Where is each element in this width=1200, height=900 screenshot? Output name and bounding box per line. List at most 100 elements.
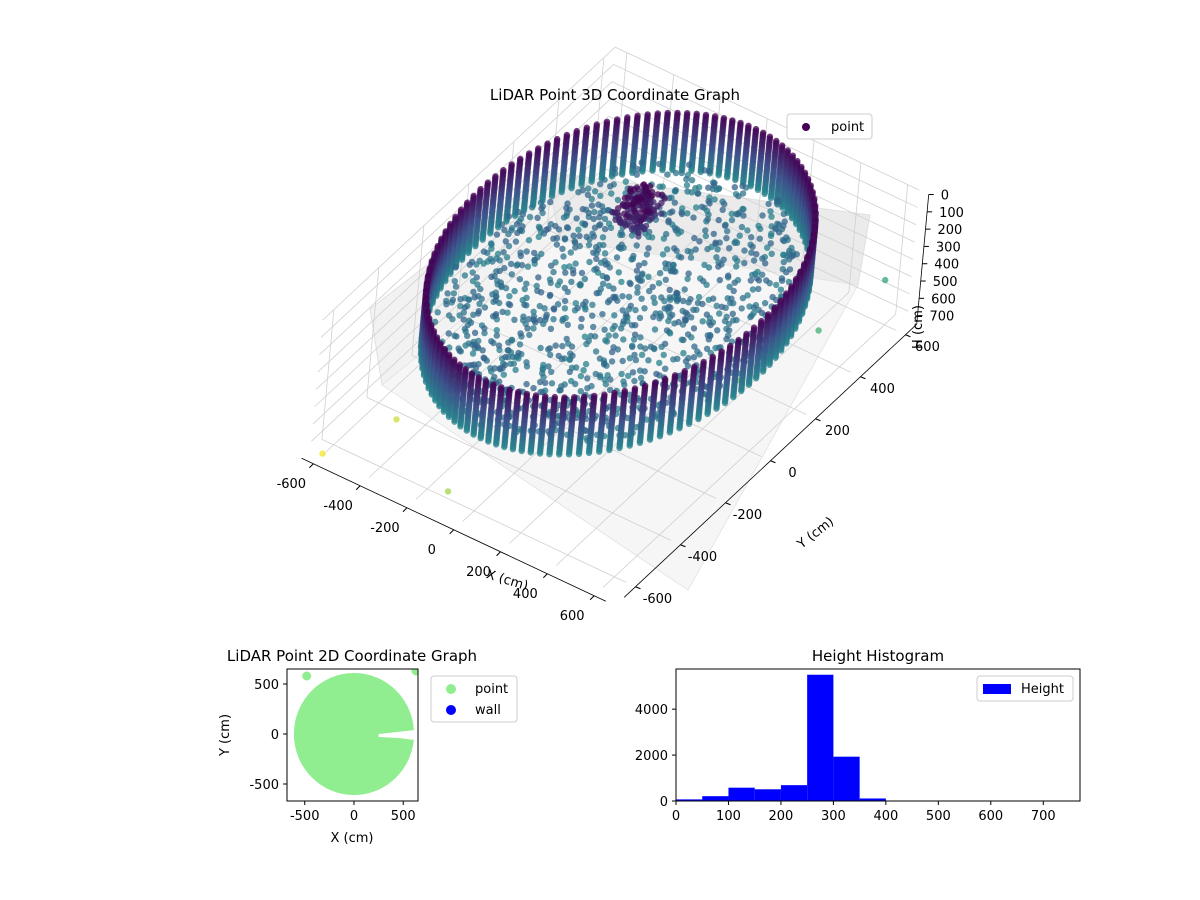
- point-3d: [449, 296, 457, 304]
- point-3d: [487, 230, 494, 237]
- point-3d: [628, 226, 636, 233]
- point-3d: [620, 318, 627, 325]
- point-3d: [674, 355, 681, 362]
- point-3d: [636, 277, 644, 284]
- point-3d: [780, 210, 787, 218]
- point-3d: [559, 342, 566, 350]
- point-3d: [563, 224, 571, 231]
- point-3d: [641, 368, 648, 375]
- point-3d: [661, 340, 669, 347]
- point-3d: [453, 333, 460, 340]
- point-3d: [579, 301, 587, 308]
- point-3d: [767, 240, 774, 247]
- point-3d: [656, 270, 664, 277]
- point-3d: [686, 161, 693, 168]
- point-3d: [585, 241, 593, 249]
- point-3d: [608, 348, 616, 356]
- point-3d: [563, 335, 570, 343]
- point-3d: [550, 316, 557, 323]
- point-3d: [705, 184, 712, 191]
- point-3d: [767, 194, 775, 202]
- point-3d: [690, 325, 698, 332]
- point-3d: [618, 171, 626, 178]
- point-3d: [603, 338, 611, 345]
- point-3d: [666, 286, 673, 294]
- point-3d: [561, 264, 568, 271]
- point-3d: [523, 363, 531, 370]
- point-3d: [501, 443, 508, 451]
- point-3d: [502, 353, 509, 361]
- point-3d: [666, 294, 673, 301]
- point-3d: [632, 322, 639, 329]
- point-3d: [513, 221, 521, 228]
- point-3d: [648, 234, 656, 241]
- point-3d: [498, 282, 505, 289]
- point-3d: [636, 209, 644, 216]
- point-3d: [615, 269, 622, 276]
- point-3d: [680, 297, 687, 305]
- point-3d: [504, 347, 511, 354]
- point-3d: [653, 370, 660, 378]
- point-3d: [492, 441, 500, 448]
- point-3d: [596, 355, 604, 362]
- point-3d: [629, 369, 637, 376]
- point-3d: [461, 304, 469, 311]
- point-3d: [741, 259, 748, 267]
- point-3d: [635, 229, 642, 236]
- point-3d: [319, 450, 326, 457]
- point-3d: [452, 283, 460, 290]
- point-3d: [542, 314, 550, 321]
- point-3d: [512, 238, 520, 245]
- point-3d: [452, 264, 459, 271]
- grid-line: [456, 313, 762, 457]
- point-3d: [753, 251, 760, 258]
- point-3d: [588, 195, 595, 203]
- point-3d: [654, 191, 662, 198]
- point-3d: [758, 309, 766, 316]
- point-3d: [490, 339, 497, 347]
- point-3d: [669, 311, 676, 318]
- point-3d: [585, 337, 592, 344]
- point-3d: [601, 215, 609, 223]
- point-3d: [593, 265, 600, 272]
- point-3d: [593, 255, 600, 263]
- point-3d: [749, 286, 757, 293]
- point-3d: [749, 243, 756, 250]
- point-3d: [628, 232, 636, 239]
- point-3d: [619, 293, 626, 300]
- point-3d: [678, 210, 686, 218]
- point-3d: [768, 250, 775, 257]
- point-3d: [481, 304, 489, 311]
- point-3d: [634, 196, 641, 204]
- point-3d: [620, 336, 627, 343]
- point-3d: [702, 232, 709, 240]
- point-3d: [766, 361, 773, 368]
- point-3d: [694, 348, 701, 355]
- point-3d: [752, 375, 760, 382]
- point-3d: [460, 316, 467, 323]
- point-3d: [503, 254, 511, 261]
- point-3d: [593, 290, 600, 297]
- point-3d: [538, 205, 545, 212]
- point-3d: [656, 359, 663, 367]
- point-3d: [715, 172, 722, 179]
- point-3d: [547, 291, 554, 299]
- point-3d: [657, 313, 665, 320]
- point-3d: [657, 210, 665, 217]
- grid-line: [411, 225, 425, 356]
- point-3d: [783, 269, 790, 276]
- point-3d: [774, 201, 781, 208]
- point-3d: [479, 347, 486, 354]
- point-3d: [590, 323, 597, 331]
- point-3d: [617, 325, 625, 332]
- point-3d: [627, 280, 634, 288]
- point-3d: [572, 260, 579, 267]
- point-3d: [509, 353, 516, 360]
- grid-line: [321, 439, 627, 583]
- point-3d: [761, 299, 769, 307]
- point-3d: [632, 356, 640, 364]
- point-3d: [547, 351, 554, 359]
- point-3d: [548, 368, 555, 375]
- point-3d: [558, 188, 565, 196]
